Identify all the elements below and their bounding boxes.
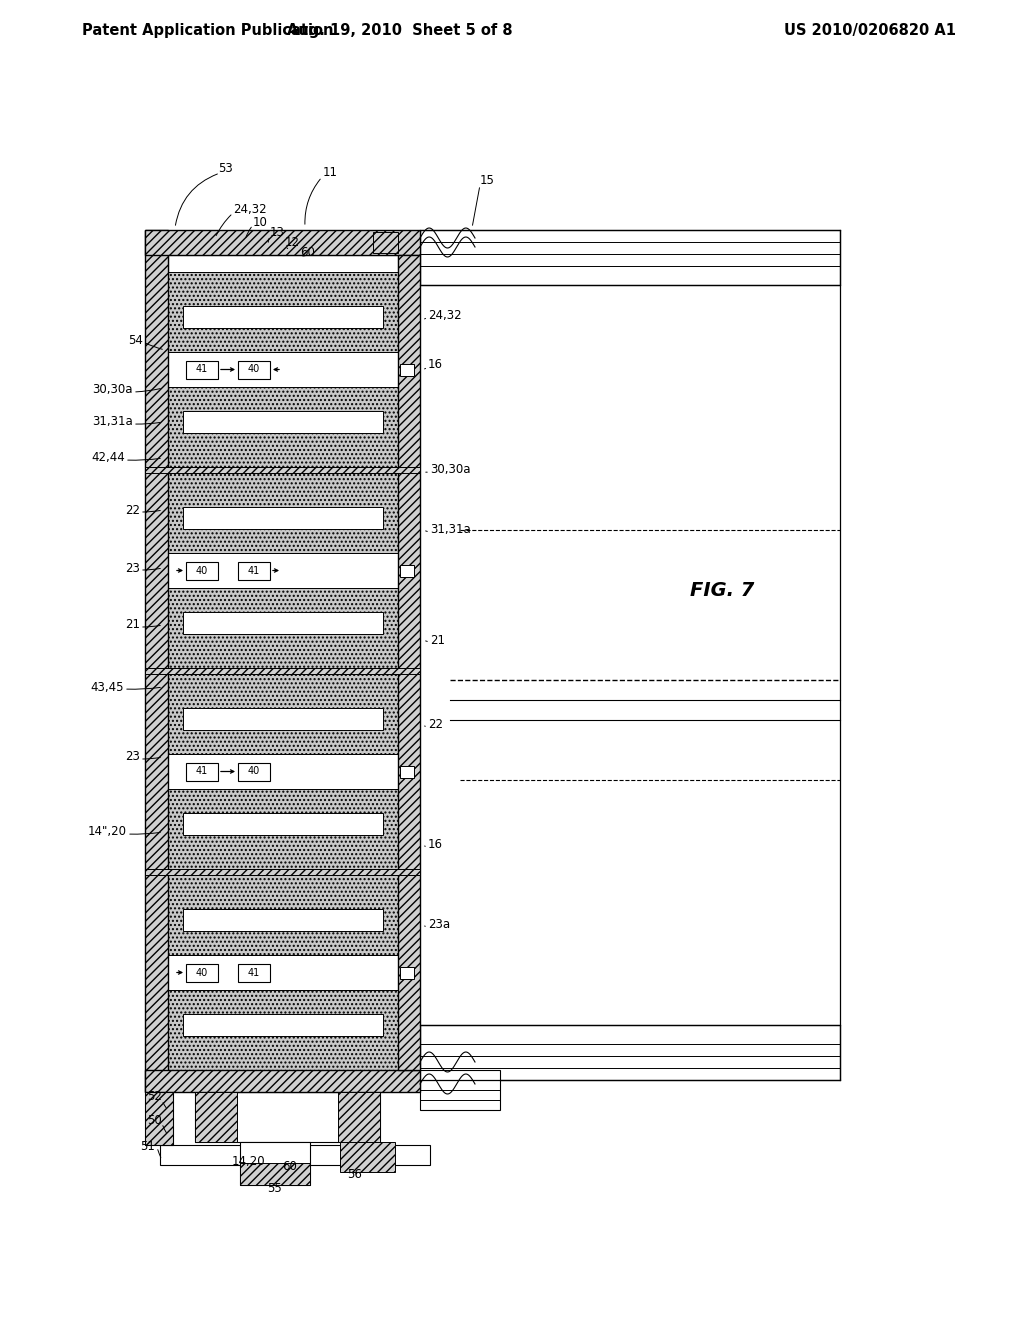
Bar <box>183 507 383 529</box>
Bar <box>238 763 270 780</box>
Text: Patent Application Publication: Patent Application Publication <box>82 22 334 37</box>
Bar <box>186 561 218 579</box>
Bar <box>238 561 270 579</box>
Text: 51: 51 <box>140 1139 155 1152</box>
Text: 13: 13 <box>270 227 285 239</box>
Bar <box>238 360 270 379</box>
Bar <box>183 306 383 327</box>
Bar <box>168 352 398 387</box>
Bar <box>195 1092 380 1142</box>
Text: 40: 40 <box>196 968 208 978</box>
Text: 15: 15 <box>480 173 495 186</box>
Bar <box>186 763 218 780</box>
Bar <box>240 1163 310 1185</box>
Text: 52: 52 <box>147 1090 162 1104</box>
Bar <box>183 813 383 836</box>
Text: 23a: 23a <box>428 919 451 932</box>
Bar <box>145 869 420 875</box>
Text: 11: 11 <box>323 165 338 178</box>
Text: 14",20: 14",20 <box>88 825 127 838</box>
Bar <box>168 675 398 754</box>
Bar <box>168 255 398 1071</box>
Bar <box>168 387 398 467</box>
Bar <box>183 1014 383 1036</box>
Text: 23: 23 <box>125 561 140 574</box>
Text: 31,31a: 31,31a <box>430 524 471 536</box>
Bar <box>168 754 398 789</box>
Text: 14,20: 14,20 <box>231 1155 265 1168</box>
Bar <box>183 909 383 931</box>
Text: 24,32: 24,32 <box>428 309 462 322</box>
Bar <box>145 668 420 675</box>
Bar <box>338 1092 380 1142</box>
Bar <box>400 363 414 375</box>
Text: 22: 22 <box>428 718 443 731</box>
Bar <box>400 565 414 577</box>
Text: 10: 10 <box>253 215 268 228</box>
Bar <box>420 1026 840 1080</box>
Bar <box>420 1071 500 1110</box>
Text: 53: 53 <box>218 161 232 174</box>
Bar <box>160 1144 430 1166</box>
Text: 12: 12 <box>285 236 300 249</box>
Bar <box>145 1071 420 1092</box>
Text: 23: 23 <box>125 751 140 763</box>
Bar <box>145 1092 173 1144</box>
Bar <box>183 411 383 433</box>
Bar <box>145 230 420 255</box>
Text: 16: 16 <box>428 838 443 851</box>
Bar <box>168 789 398 869</box>
Bar <box>145 467 420 473</box>
Bar <box>168 587 398 668</box>
Text: Aug. 19, 2010  Sheet 5 of 8: Aug. 19, 2010 Sheet 5 of 8 <box>287 22 513 37</box>
Text: 41: 41 <box>248 968 260 978</box>
Bar <box>340 1142 395 1172</box>
Bar <box>195 1092 237 1142</box>
Bar <box>373 232 398 253</box>
Text: 40: 40 <box>248 364 260 375</box>
Bar <box>168 272 398 352</box>
Text: 50: 50 <box>147 1114 162 1126</box>
Bar <box>145 230 168 1092</box>
Text: 41: 41 <box>248 565 260 576</box>
Bar <box>400 766 414 777</box>
Text: 55: 55 <box>267 1181 283 1195</box>
Text: 60: 60 <box>300 247 314 260</box>
Text: 16: 16 <box>428 359 443 371</box>
Text: 30,30a: 30,30a <box>92 384 133 396</box>
Text: 30,30a: 30,30a <box>430 463 470 477</box>
Text: 54: 54 <box>128 334 143 346</box>
Bar <box>186 360 218 379</box>
Bar <box>238 964 270 982</box>
Bar <box>240 1142 310 1185</box>
Text: 24,32: 24,32 <box>233 203 266 216</box>
Bar <box>168 473 398 553</box>
Text: 41: 41 <box>196 364 208 375</box>
Text: 60: 60 <box>283 1160 297 1173</box>
Bar <box>183 612 383 634</box>
Text: 42,44: 42,44 <box>91 451 125 465</box>
Text: US 2010/0206820 A1: US 2010/0206820 A1 <box>784 22 956 37</box>
Text: FIG. 7: FIG. 7 <box>690 581 755 599</box>
Text: 21: 21 <box>125 619 140 631</box>
Text: 31,31a: 31,31a <box>92 416 133 429</box>
Bar <box>168 553 398 587</box>
Text: 22: 22 <box>125 503 140 516</box>
Bar <box>168 990 398 1071</box>
Bar <box>168 954 398 990</box>
Text: 41: 41 <box>196 767 208 776</box>
Text: 21: 21 <box>430 634 445 647</box>
Text: 43,45: 43,45 <box>90 681 124 693</box>
Bar <box>186 964 218 982</box>
Text: 56: 56 <box>347 1168 362 1181</box>
Bar <box>420 230 840 285</box>
Bar <box>183 708 383 730</box>
Text: 40: 40 <box>196 565 208 576</box>
Bar <box>398 255 420 1071</box>
Bar <box>400 966 414 978</box>
Bar <box>168 875 398 954</box>
Text: 40: 40 <box>248 767 260 776</box>
